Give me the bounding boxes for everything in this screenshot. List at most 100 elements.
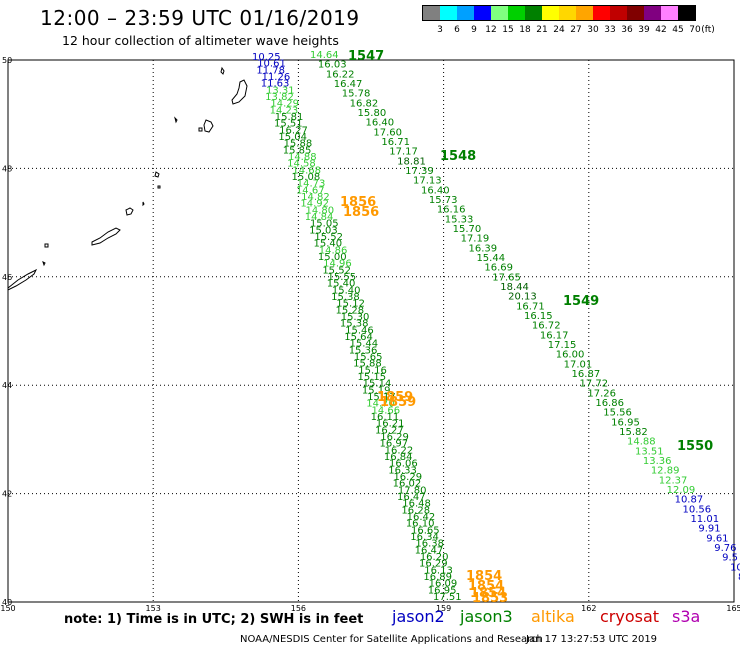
wave-height-obs: 16.71 [516,301,545,312]
wave-height-obs: 16.02 [393,479,422,490]
footer-timestamp: Jan 17 13:27:53 UTC 2019 [526,634,658,645]
wave-height-obs: 16.42 [407,512,436,523]
wave-height-obs: 17.39 [405,166,434,177]
wave-height-obs: 15.56 [603,408,632,419]
wave-height-obs: 17.17 [389,147,418,158]
wave-height-obs: 17.51 [433,592,462,603]
satellite-label-s3a: s3a [672,607,701,626]
legend-label: 6 [454,25,460,35]
wave-height-color-legend: 3 6 9 12 15 18 21 24 27 30 33 36 39 42 45 70 (ft) [422,5,715,35]
wave-height-obs: 15.52 [322,265,351,276]
wave-height-obs: 14.70 [366,399,395,410]
wave-height-obs: 16.22 [385,445,414,456]
wave-height-obs: 14.84 [305,212,334,223]
wave-height-obs: 16.69 [484,263,513,274]
wave-height-obs: 16.22 [326,69,355,80]
wave-height-obs: 16.00 [556,350,585,361]
legend-label: 45 [672,25,684,35]
wave-height-obs: 15.03 [309,225,338,236]
legend-swatch [491,6,508,20]
wave-height-obs: 16.16 [437,205,466,216]
pass-number-label: 1853 [472,591,508,606]
wave-height-obs: 17.80 [398,485,427,496]
pass-number-label: 1859 [377,390,413,405]
pass-number-label: 1549 [563,294,599,309]
wave-height-obs: 13.31 [266,85,295,96]
wave-height-obs: 15.55 [328,272,357,283]
wave-height-obs: 15.40 [332,285,361,296]
wave-height-obs: 18.81 [397,156,426,167]
wave-height-obs: 15.46 [345,325,374,336]
wave-height-obs: 9.5 [722,553,738,564]
wave-height-obs: 15.38 [331,292,360,303]
wave-height-obs: 14.67 [296,185,325,196]
wave-height-obs: 9.91 [698,524,720,535]
wave-height-obs: 16.03 [318,60,347,71]
wave-height-obs: 16.86 [595,398,624,409]
wave-height-obs: 16.29 [419,559,448,570]
map-subtitle: 12 hour collection of altimeter wave hei… [62,33,339,48]
wave-height-obs: 15.88 [353,359,382,370]
legend-swatch [457,6,474,20]
legend-label: 27 [570,25,582,35]
wave-height-obs: 16.06 [389,459,418,470]
wave-height-obs: 16.95 [611,417,640,428]
legend-label: 33 [604,25,616,35]
legend-swatch [627,6,644,20]
wave-height-obs: 11.01 [690,514,719,525]
notes-text: note: 1) Time is in UTC; 2) SWH is in fe… [64,612,364,627]
pass-number-label: 1859 [380,395,416,410]
latitude-label: 50 [2,56,12,65]
wave-height-obs: 17.60 [373,127,402,138]
legend-swatch [610,6,627,20]
west-track-observations: 10.2510.6111.7811.2611.6313.3113.8214.29… [252,52,462,603]
legend-swatch [644,6,661,20]
wave-height-obs: 10.25 [252,52,281,63]
wave-height-obs: 15.80 [358,108,387,119]
wave-height-obs: 10.87 [675,495,704,506]
wave-height-obs: 15.88 [284,139,313,150]
legend-swatch [542,6,559,20]
wave-height-obs: 16.47 [415,545,444,556]
wave-height-obs: 15.52 [314,232,343,243]
wave-height-obs: 16.28 [401,505,430,516]
pass-number-label: 1854 [466,569,502,584]
wave-height-obs: 14.73 [297,179,326,190]
wave-height-obs: 18.44 [500,282,529,293]
wave-height-obs: 8.9 [738,572,740,583]
wave-height-obs: 15.65 [354,352,383,363]
wave-height-obs: 15.00 [318,252,347,263]
wave-height-obs: 13.82 [265,92,294,103]
legend-swatch [661,6,678,20]
wave-height-obs: 15.08 [292,172,321,183]
wave-height-obs: 16.40 [365,118,394,129]
wave-height-obs: 16.95 [428,585,457,596]
wave-height-obs: 14.29 [270,99,299,110]
wave-height-obs: 16.47 [397,492,426,503]
wave-height-obs: 16.84 [384,452,413,463]
wave-height-obs: 16.47 [334,79,363,90]
legend-label: 30 [587,25,599,35]
wave-height-obs: 15.36 [349,345,378,356]
legend-label: 70 [689,25,701,35]
footer-credit: NOAA/NESDIS Center for Satellite Applica… [240,634,543,645]
wave-height-obs: 14.64 [310,50,339,61]
wave-height-obs: 9.76 [714,543,736,554]
wave-height-obs: 15.40 [327,279,356,290]
wave-height-obs: 14.68 [292,165,321,176]
wave-height-obs: 14.58 [287,159,316,170]
wave-height-obs: 16.97 [379,439,408,450]
wave-height-obs: 17.15 [548,340,577,351]
legend-swatch [474,6,491,20]
kuril-islands-coastline [7,66,248,291]
legend-swatch [423,6,440,20]
wave-height-obs: 15.17 [367,392,396,403]
wave-height-obs: 16.29 [380,432,409,443]
wave-height-obs: 15.16 [358,365,387,376]
wave-height-obs: 17.13 [413,176,442,187]
pass-number-label: 1856 [343,205,379,220]
wave-height-obs: 16.48 [402,499,431,510]
wave-height-obs: 17.01 [564,359,593,370]
latitude-label: 42 [2,490,12,499]
